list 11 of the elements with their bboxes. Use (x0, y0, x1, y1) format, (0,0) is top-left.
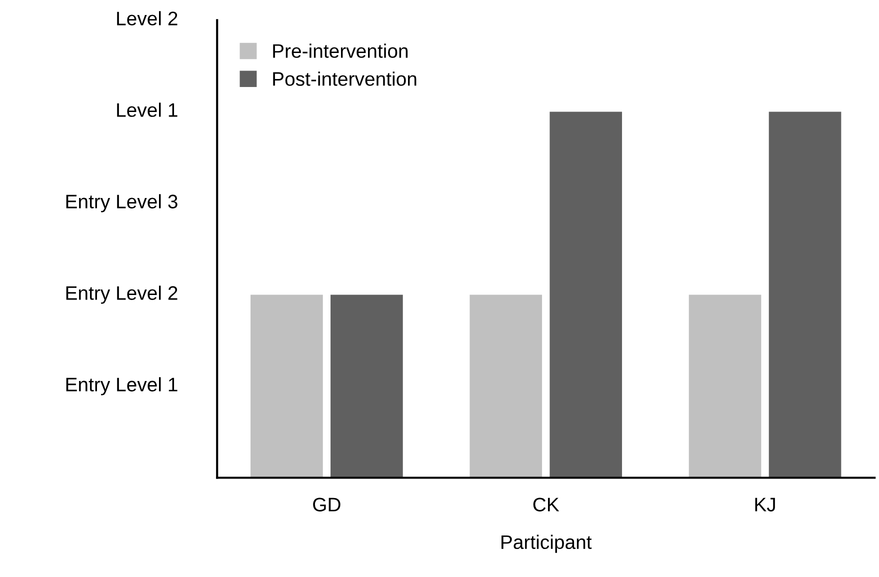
text: Entry Level 3 (66, 194, 178, 212)
legend-label: Pre-intervention (273, 44, 408, 58)
text: Entry Level 2 (66, 286, 178, 304)
x-tick-label: GD (313, 498, 340, 512)
legend-label: Post-intervention (273, 72, 416, 86)
x-tick-label: KJ (755, 498, 775, 512)
x-tick-label: CK (533, 498, 560, 512)
text: Level 2 (117, 11, 178, 26)
text: Entry Level 1 (66, 377, 178, 396)
text: Level 1 (117, 102, 178, 117)
x-axis-title: Participant (502, 534, 592, 553)
